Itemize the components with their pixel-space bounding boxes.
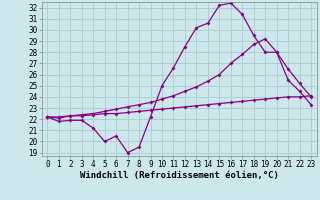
X-axis label: Windchill (Refroidissement éolien,°C): Windchill (Refroidissement éolien,°C) [80,171,279,180]
